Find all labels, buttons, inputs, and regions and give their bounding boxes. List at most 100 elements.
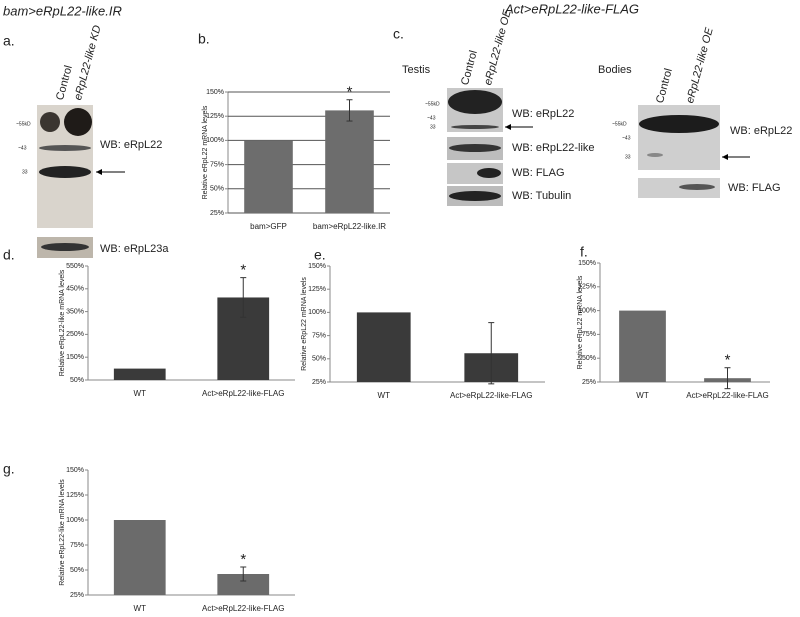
marker: ~43: [18, 145, 27, 151]
tissue-label: Testis: [402, 64, 431, 76]
x-tick-label: WT: [134, 389, 147, 398]
y-tick-label: 75%: [312, 332, 326, 339]
y-tick-label: 25%: [312, 379, 326, 386]
band: [647, 153, 663, 157]
marker: ~55kD: [612, 121, 627, 127]
y-tick-label: 450%: [66, 286, 84, 293]
wb-label: WB: eRpL23a: [100, 243, 169, 255]
y-tick-label: 25%: [210, 210, 224, 217]
panel-label: b.: [198, 31, 210, 47]
y-tick-label: 125%: [206, 113, 224, 120]
annotation: *: [240, 551, 246, 568]
y-tick-label: 350%: [66, 308, 84, 315]
lane-label: Control: [459, 49, 480, 86]
y-tick-label: 150%: [308, 263, 326, 270]
band: [40, 112, 60, 132]
band: [449, 144, 501, 152]
marker: ~55kD: [425, 101, 440, 107]
x-tick-label: WT: [636, 391, 649, 400]
x-tick-label: Act>eRpL22-like-FLAG: [202, 389, 284, 398]
band: [41, 243, 89, 251]
bar: [217, 574, 270, 595]
band: [679, 184, 715, 190]
panel-label: d.: [3, 247, 15, 263]
y-tick-label: 25%: [70, 592, 84, 599]
y-tick-label: 75%: [70, 542, 84, 549]
lane-label: Control: [654, 67, 675, 104]
bar: [113, 368, 166, 380]
band: [448, 90, 502, 114]
annotation: *: [240, 262, 246, 279]
wb-label: WB: eRpL22: [100, 139, 162, 151]
y-tick-label: 550%: [66, 263, 84, 270]
y-tick-label: 125%: [308, 286, 326, 293]
panel-label: e.: [314, 247, 326, 263]
band: [639, 115, 719, 133]
lane-label: eRpL22-like KD: [72, 24, 104, 102]
x-tick-label: Act>eRpL22-like-FLAG: [686, 391, 768, 400]
band: [64, 108, 92, 136]
y-tick-label: 100%: [308, 309, 326, 316]
tissue-label: Bodies: [598, 64, 632, 76]
bar: [113, 520, 166, 595]
header: bam>eRpL22-like.IR: [3, 3, 122, 18]
x-tick-label: bam>eRpL22-like.IR: [313, 222, 386, 231]
x-tick-label: WT: [378, 391, 391, 400]
panel-label: f.: [580, 244, 588, 260]
y-tick-label: 100%: [66, 517, 84, 524]
arrowhead: [96, 169, 102, 175]
panel-label: a.: [3, 33, 15, 49]
y-tick-label: 150%: [206, 89, 224, 96]
y-tick-label: 150%: [578, 260, 596, 267]
x-tick-label: bam>GFP: [250, 222, 287, 231]
y-tick-label: 50%: [312, 356, 326, 363]
band: [39, 166, 91, 178]
y-axis-label: Relative eRpL22 mRNA levels: [301, 277, 308, 371]
annotation: *: [347, 84, 353, 101]
y-axis-label: Relative eRpL22 mRNA levels: [202, 105, 209, 199]
y-axis-label: Relative eRpL22-like mRNA levels: [59, 479, 66, 586]
y-tick-label: 125%: [578, 284, 596, 291]
y-tick-label: 50%: [582, 355, 596, 362]
panel-label: g.: [3, 461, 15, 477]
x-tick-label: WT: [134, 604, 147, 613]
y-tick-label: 75%: [582, 331, 596, 338]
y-tick-label: 50%: [210, 186, 224, 193]
y-tick-label: 100%: [578, 307, 596, 314]
header: Act>eRpL22-like-FLAG: [504, 1, 639, 16]
panel-label: c.: [393, 26, 404, 42]
x-tick-label: Act>eRpL22-like-FLAG: [450, 391, 532, 400]
band: [449, 191, 501, 201]
y-tick-label: 125%: [66, 492, 84, 499]
x-tick-label: Act>eRpL22-like-FLAG: [202, 604, 284, 613]
y-tick-label: 250%: [66, 331, 84, 338]
y-tick-label: 25%: [582, 379, 596, 386]
lane-label: eRpL22-like OE: [482, 8, 514, 87]
wb-label: WB: FLAG: [512, 167, 565, 179]
annotation: *: [725, 352, 731, 369]
bar: [325, 110, 374, 213]
wb-label: WB: Tubulin: [512, 190, 571, 202]
y-tick-label: 150%: [66, 467, 84, 474]
blot: [638, 178, 720, 198]
marker: ~43: [427, 115, 436, 121]
y-tick-label: 150%: [66, 354, 84, 361]
wb-label: WB: eRpL22: [512, 108, 574, 120]
bar: [619, 310, 666, 382]
y-axis-label: Relative eRpL22 mRNA levels: [577, 275, 584, 369]
arrowhead: [505, 124, 511, 130]
band: [39, 145, 91, 151]
marker: 33: [430, 124, 436, 130]
marker: 33: [625, 154, 631, 160]
y-tick-label: 50%: [70, 377, 84, 384]
marker: ~43: [622, 135, 631, 141]
blot: [638, 105, 720, 170]
y-tick-label: 75%: [210, 161, 224, 168]
marker: 33: [22, 169, 28, 175]
wb-label: WB: eRpL22-like: [512, 142, 595, 154]
arrowhead: [722, 154, 728, 160]
band: [477, 168, 501, 178]
y-axis-label: Relative eRpL22-like mRNA levels: [59, 269, 66, 376]
wb-label: WB: FLAG: [728, 182, 781, 194]
marker: ~55kD: [16, 121, 31, 127]
